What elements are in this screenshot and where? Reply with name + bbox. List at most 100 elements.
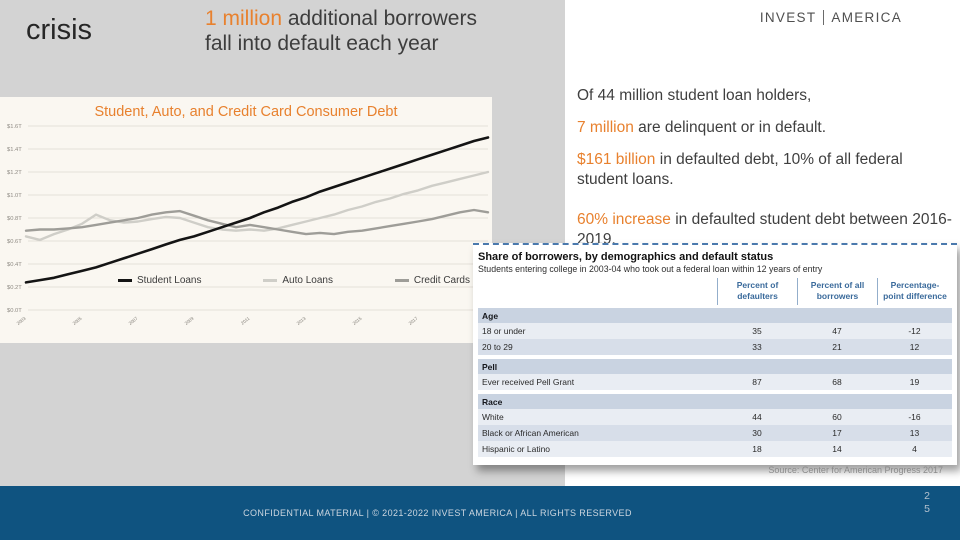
- column-header-percent-borrowers: Percent of all borrowers: [797, 278, 877, 306]
- row-label: 20 to 29: [482, 342, 513, 353]
- x-axis-label: 2015: [352, 316, 363, 326]
- y-axis-label: $1.6T: [7, 124, 22, 130]
- x-axis-label: 2013: [296, 316, 307, 326]
- table-row: 20 to 29 33 21 12: [478, 339, 952, 356]
- row-value: 14: [832, 444, 842, 455]
- row-label: Ever received Pell Grant: [482, 377, 575, 388]
- stat-highlight: 60% increase: [577, 211, 671, 228]
- stat-text: are delinquent or in default.: [633, 119, 827, 136]
- demo-table-body: Age 18 or under 35 47 -12 20 to 29 33 21 12 Pell E…: [478, 308, 952, 458]
- table-header-row: Percent of defaulters Percent of all bor…: [478, 278, 952, 306]
- stat-text: Of 44 million student loan holders,: [577, 87, 812, 104]
- row-value: 12: [909, 342, 920, 353]
- x-axis-label: 2007: [128, 316, 139, 326]
- chart-legend: Student Loans Auto Loans Credit Cards: [118, 275, 470, 286]
- legend-item-student-loans: Student Loans: [118, 275, 202, 286]
- table-section-race: Race: [478, 394, 952, 410]
- logo-america: AMERICA: [831, 10, 902, 25]
- slide-title: crisis: [26, 14, 93, 46]
- series-line-credit-cards: [24, 208, 490, 236]
- table-section-age: Age: [478, 308, 952, 324]
- headline: 1 million additional borrowers fall into…: [205, 6, 507, 56]
- table-title: Share of borrowers, by demographics and …: [478, 251, 774, 263]
- row-value: 19: [909, 377, 920, 388]
- stat-text: in defaulted debt, 10% of all federal st…: [577, 151, 903, 188]
- page-number-total: 5: [924, 502, 930, 515]
- legend-swatch: [263, 279, 278, 282]
- legend-item-auto-loans: Auto Loans: [263, 275, 333, 286]
- row-value: 21: [832, 342, 842, 353]
- table-source: Source: Center for American Progress 201…: [768, 465, 943, 475]
- debt-chart-svg: $0.0T $0.2T $0.4T $0.6T $0.8T $1.0T $1.2T $1.4T…: [7, 124, 490, 326]
- y-axis-label: $1.2T: [7, 170, 22, 176]
- row-value: 44: [752, 412, 762, 423]
- row-value: 30: [752, 428, 762, 439]
- row-value: 87: [752, 377, 762, 388]
- legend-item-credit-cards: Credit Cards: [394, 275, 470, 286]
- row-value: 17: [832, 428, 842, 439]
- row-value: 47: [832, 326, 842, 337]
- footer-text: CONFIDENTIAL MATERIAL | © 2021-2022 INVE…: [243, 508, 632, 518]
- footer-bar: CONFIDENTIAL MATERIAL | © 2021-2022 INVE…: [0, 486, 960, 540]
- stat-highlight: $161 billion: [577, 151, 656, 168]
- column-header-percent-defaulters: Percent of defaulters: [717, 278, 797, 306]
- row-value: 35: [752, 326, 762, 337]
- row-value: 68: [832, 377, 842, 388]
- row-value: 33: [752, 342, 762, 353]
- table-row: Black or African American 30 17 13: [478, 425, 952, 442]
- y-axis-label: $1.4T: [7, 147, 22, 153]
- table-header-spacer: [478, 278, 717, 305]
- table-row: Hispanic or Latino 18 14 4: [478, 441, 952, 458]
- stat-line-3: $161 billion in defaulted debt, 10% of a…: [577, 150, 955, 190]
- stat-highlight: 7 million: [577, 119, 634, 136]
- y-axis-label: $0.4T: [7, 262, 22, 268]
- stat-line-2: 7 million are delinquent or in default.: [577, 118, 955, 138]
- row-value: 4: [912, 444, 917, 455]
- row-label: White: [482, 412, 504, 423]
- legend-swatch: [394, 279, 409, 282]
- row-label: Black or African American: [482, 428, 579, 439]
- y-axis-label: $0.2T: [7, 285, 22, 291]
- row-value: 13: [909, 428, 920, 439]
- row-value: 60: [832, 412, 842, 423]
- page-number-current: 2: [924, 490, 930, 502]
- x-axis-label: 2017: [408, 316, 419, 326]
- legend-label: Auto Loans: [282, 275, 333, 286]
- table-row: White 44 60 -16: [478, 409, 952, 426]
- x-axis-label: 2009: [184, 316, 195, 326]
- headline-rest: additional borrowers fall into default e…: [205, 7, 477, 55]
- legend-label: Credit Cards: [413, 275, 470, 286]
- stat-line-1: Of 44 million student loan holders,: [577, 86, 955, 106]
- y-axis-label: $0.0T: [7, 308, 22, 314]
- x-axis-label: 2005: [72, 316, 83, 326]
- legend-label: Student Loans: [137, 275, 202, 286]
- brand-logo: INVEST AMERICA: [760, 10, 902, 25]
- y-axis-label: $0.8T: [7, 216, 22, 222]
- x-axis-label: 2011: [240, 316, 251, 326]
- chart-title: Student, Auto, and Credit Card Consumer …: [94, 104, 398, 120]
- series-line-auto-loans: [24, 170, 490, 242]
- consumer-debt-chart: $0.0T $0.2T $0.4T $0.6T $0.8T $1.0T $1.2T $1.4T…: [0, 97, 492, 343]
- table-section-pell: Pell: [478, 359, 952, 375]
- row-label: 18 or under: [482, 326, 526, 337]
- headline-highlight: 1 million: [205, 7, 283, 30]
- series-line-student-loans: [24, 136, 490, 284]
- table-row: Ever received Pell Grant 87 68 19: [478, 374, 952, 391]
- x-axis-label: 2003: [16, 316, 27, 326]
- demographics-table: Share of borrowers, by demographics and …: [473, 243, 957, 466]
- row-value: -16: [908, 412, 921, 423]
- table-row: 18 or under 35 47 -12: [478, 323, 952, 340]
- table-subtitle: Students entering college in 2003-04 who…: [478, 264, 823, 274]
- stats-block: Of 44 million student loan holders, 7 mi…: [577, 86, 955, 262]
- legend-swatch: [118, 279, 132, 282]
- logo-divider: [823, 10, 825, 25]
- row-value: 18: [752, 444, 762, 455]
- page-indicator: 2 5: [924, 490, 930, 515]
- y-axis-label: $1.0T: [7, 193, 22, 199]
- row-value: -12: [908, 326, 921, 337]
- logo-invest: INVEST: [759, 10, 817, 25]
- row-label: Hispanic or Latino: [482, 444, 551, 455]
- column-header-percentage-point: Percentage-point difference: [877, 278, 952, 306]
- y-axis-label: $0.6T: [7, 239, 22, 245]
